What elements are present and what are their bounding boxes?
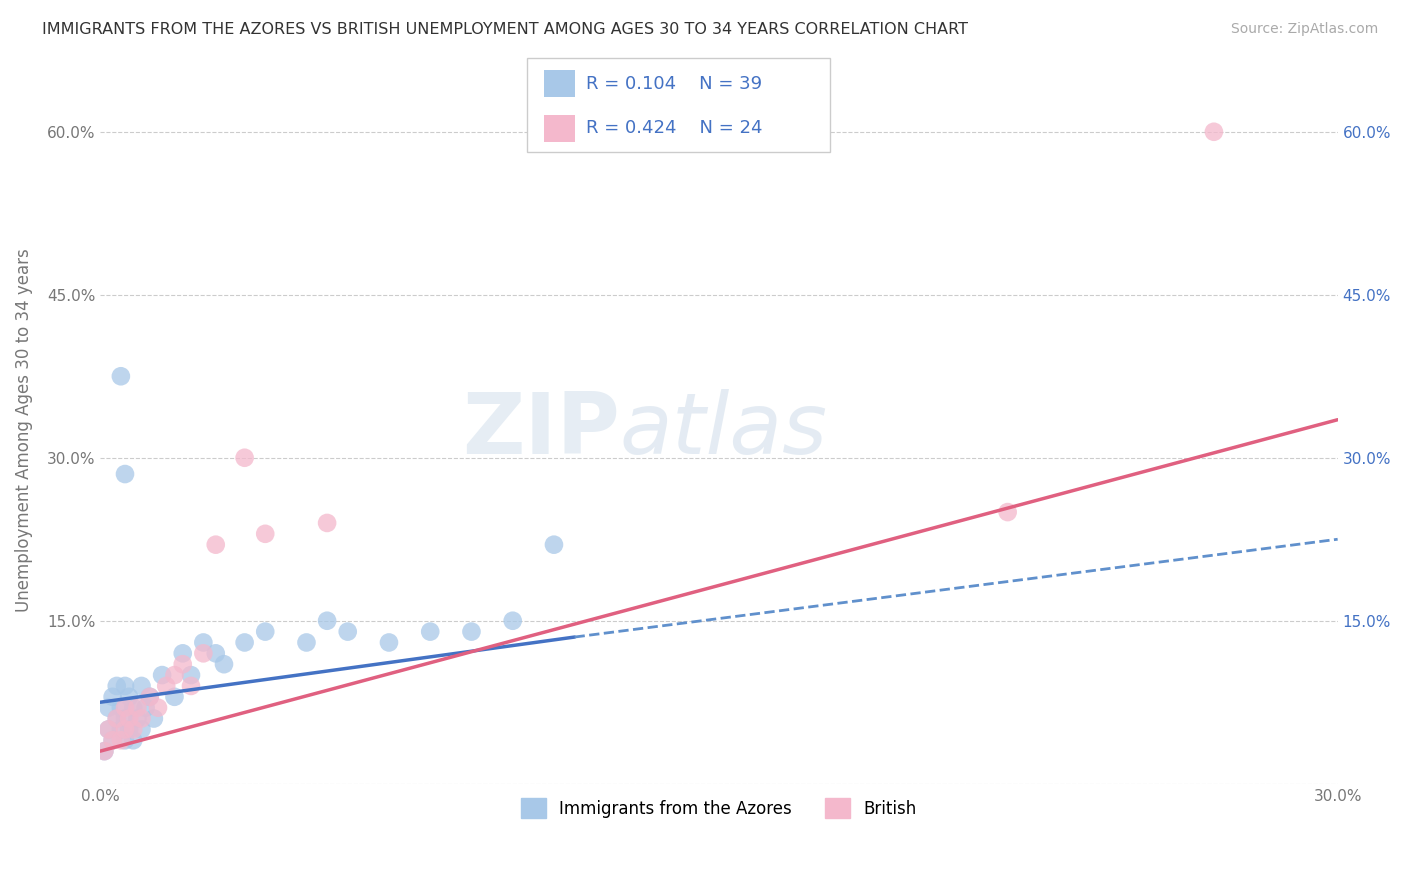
Point — [110, 723, 132, 737]
Point — [131, 712, 153, 726]
Text: R = 0.424    N = 24: R = 0.424 N = 24 — [586, 120, 763, 137]
Point — [254, 526, 277, 541]
Point — [118, 712, 141, 726]
Point — [97, 723, 120, 737]
Text: ZIP: ZIP — [463, 389, 620, 472]
Text: Source: ZipAtlas.com: Source: ZipAtlas.com — [1230, 22, 1378, 37]
Point — [502, 614, 524, 628]
Point — [316, 516, 339, 530]
Point — [180, 668, 202, 682]
Point — [97, 700, 120, 714]
Point — [204, 646, 226, 660]
Legend: Immigrants from the Azores, British: Immigrants from the Azores, British — [515, 791, 924, 825]
Point — [114, 467, 136, 481]
Point — [142, 712, 165, 726]
Point — [193, 635, 215, 649]
Point — [172, 646, 194, 660]
Point — [193, 646, 215, 660]
Point — [150, 668, 173, 682]
Point — [101, 733, 124, 747]
Text: IMMIGRANTS FROM THE AZORES VS BRITISH UNEMPLOYMENT AMONG AGES 30 TO 34 YEARS COR: IMMIGRANTS FROM THE AZORES VS BRITISH UN… — [42, 22, 969, 37]
Point — [105, 712, 128, 726]
Point — [543, 538, 565, 552]
Point — [135, 700, 157, 714]
Point — [114, 712, 136, 726]
Point — [131, 723, 153, 737]
Point — [118, 690, 141, 704]
Point — [127, 700, 149, 714]
Point — [122, 723, 145, 737]
Point — [122, 733, 145, 747]
Point — [110, 733, 132, 747]
Point — [97, 723, 120, 737]
Point — [127, 712, 149, 726]
Text: atlas: atlas — [620, 389, 828, 472]
Point — [122, 700, 145, 714]
Point — [316, 614, 339, 628]
Point — [101, 690, 124, 704]
Point — [114, 679, 136, 693]
Point — [105, 712, 128, 726]
Point — [155, 679, 177, 693]
Y-axis label: Unemployment Among Ages 30 to 34 years: Unemployment Among Ages 30 to 34 years — [15, 249, 32, 613]
Point — [110, 700, 132, 714]
Text: R = 0.104    N = 39: R = 0.104 N = 39 — [586, 75, 762, 93]
Point — [93, 744, 115, 758]
Point — [110, 369, 132, 384]
Point — [131, 679, 153, 693]
Point — [212, 657, 235, 672]
Point — [419, 624, 441, 639]
Point — [114, 723, 136, 737]
Point — [93, 744, 115, 758]
Point — [295, 635, 318, 649]
Point — [139, 690, 162, 704]
Point — [1202, 125, 1225, 139]
Point — [233, 635, 256, 649]
Point — [204, 538, 226, 552]
Point — [378, 635, 401, 649]
Point — [105, 679, 128, 693]
Point — [172, 657, 194, 672]
Point — [118, 723, 141, 737]
Point — [139, 690, 162, 704]
Point — [114, 700, 136, 714]
Point — [180, 679, 202, 693]
Point — [101, 733, 124, 747]
Point — [336, 624, 359, 639]
Point — [233, 450, 256, 465]
Point — [254, 624, 277, 639]
Point — [997, 505, 1019, 519]
Point — [460, 624, 482, 639]
Point — [163, 668, 186, 682]
Point — [114, 733, 136, 747]
Point — [163, 690, 186, 704]
Point — [146, 700, 169, 714]
